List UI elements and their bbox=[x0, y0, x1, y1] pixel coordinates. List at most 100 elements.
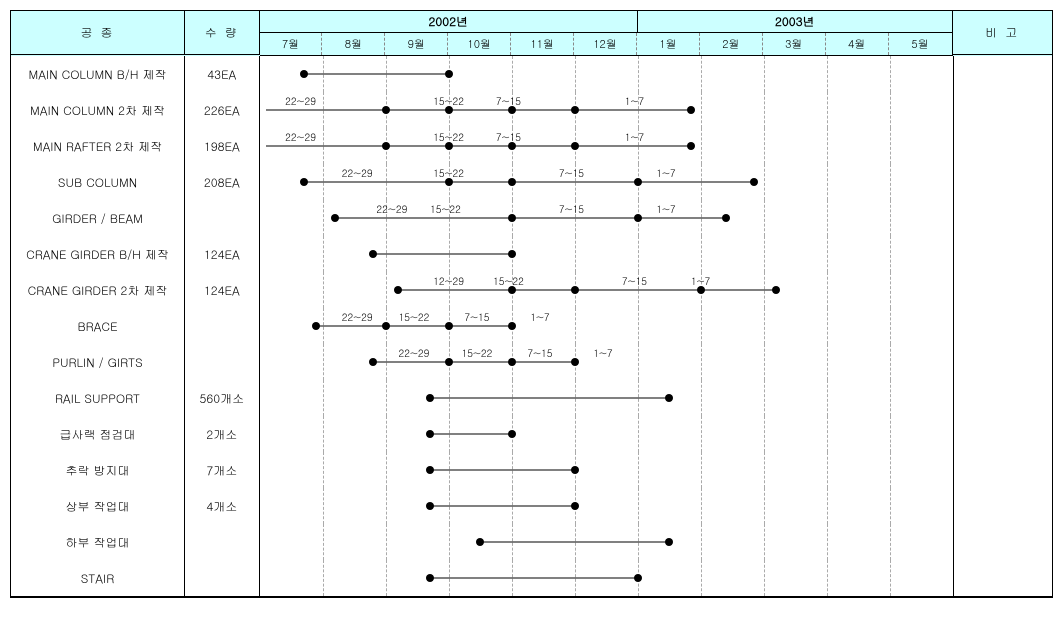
table-row: 추락 방지대7개소 bbox=[11, 452, 1052, 488]
milestone-dot bbox=[426, 466, 434, 474]
month-gridline bbox=[890, 560, 891, 596]
segment-label: 7~15 bbox=[559, 202, 584, 216]
table-header: 공 종 수 량 2002년 2003년 7월8월9월10월11월12월1월2월3… bbox=[11, 11, 1052, 56]
month-gridline bbox=[701, 380, 702, 416]
segment-label: 22~29 bbox=[285, 94, 316, 108]
month-gridline bbox=[638, 56, 639, 92]
remark-cell bbox=[953, 524, 1052, 560]
quantity-cell: 124EA bbox=[185, 272, 260, 308]
gantt-cell bbox=[260, 488, 953, 524]
month-gridline bbox=[764, 560, 765, 596]
segment-label: 1~7 bbox=[691, 274, 710, 288]
remark-cell bbox=[953, 56, 1052, 92]
month-gridline bbox=[890, 488, 891, 524]
month-gridline bbox=[764, 344, 765, 380]
task-name-cell: PURLIN / GIRTS bbox=[11, 344, 185, 380]
month-gridline bbox=[701, 56, 702, 92]
milestone-dot bbox=[445, 358, 453, 366]
remark-cell bbox=[953, 128, 1052, 164]
segment-label: 1~7 bbox=[625, 130, 644, 144]
segment-label: 1~7 bbox=[656, 202, 675, 216]
header-month-cell: 10월 bbox=[448, 33, 511, 55]
month-gridline bbox=[323, 560, 324, 596]
month-gridline bbox=[701, 524, 702, 560]
task-name-cell: 하부 작업대 bbox=[11, 524, 185, 560]
gantt-bar-line bbox=[316, 326, 511, 327]
milestone-dot bbox=[634, 574, 642, 582]
task-name-cell: CRANE GIRDER B/H 제작 bbox=[11, 236, 185, 272]
gantt-bar-line bbox=[430, 578, 638, 579]
header-month-cell: 2월 bbox=[700, 33, 763, 55]
milestone-dot bbox=[508, 214, 516, 222]
month-gridline bbox=[890, 164, 891, 200]
milestone-dot bbox=[508, 430, 516, 438]
gantt-cell: 22~2915~227~151~7 bbox=[260, 128, 953, 164]
month-gridline bbox=[827, 92, 828, 128]
milestone-dot bbox=[571, 106, 579, 114]
segment-label: 15~22 bbox=[493, 274, 524, 288]
quantity-cell: 43EA bbox=[185, 56, 260, 92]
month-gridline bbox=[827, 416, 828, 452]
milestone-dot bbox=[426, 502, 434, 510]
month-gridline bbox=[827, 488, 828, 524]
month-gridline bbox=[323, 488, 324, 524]
task-name-cell: BRACE bbox=[11, 308, 185, 344]
segment-label: 7~15 bbox=[559, 166, 584, 180]
table-row: BRACE22~2915~227~151~7 bbox=[11, 308, 1052, 344]
gantt-bar-line bbox=[266, 110, 691, 111]
milestone-dot bbox=[382, 142, 390, 150]
task-name-cell: MAIN COLUMN 2차 제작 bbox=[11, 92, 185, 128]
segment-label: 1~7 bbox=[530, 310, 549, 324]
milestone-dot bbox=[571, 286, 579, 294]
milestone-dot bbox=[426, 574, 434, 582]
table-row: MAIN COLUMN B/H 제작43EA bbox=[11, 56, 1052, 92]
header-month-cell: 5월 bbox=[889, 33, 952, 55]
month-gridline bbox=[764, 164, 765, 200]
month-gridline bbox=[386, 272, 387, 308]
month-gridline bbox=[827, 56, 828, 92]
milestone-dot bbox=[300, 70, 308, 78]
table-row: PURLIN / GIRTS22~2915~227~151~7 bbox=[11, 344, 1052, 380]
milestone-dot bbox=[571, 142, 579, 150]
header-year-2003: 2003년 bbox=[637, 11, 952, 33]
month-gridline bbox=[323, 272, 324, 308]
month-gridline bbox=[890, 236, 891, 272]
table-row: GIRDER / BEAM22~2915~227~151~7 bbox=[11, 200, 1052, 236]
remark-cell bbox=[953, 488, 1052, 524]
gantt-bar-line bbox=[335, 218, 726, 219]
header-month-cell: 7월 bbox=[260, 33, 323, 55]
month-gridline bbox=[638, 236, 639, 272]
milestone-dot bbox=[445, 322, 453, 330]
month-gridline bbox=[890, 380, 891, 416]
remark-cell bbox=[953, 344, 1052, 380]
table-body: MAIN COLUMN B/H 제작43EAMAIN COLUMN 2차 제작2… bbox=[11, 56, 1052, 596]
table-row: RAIL SUPPORT560개소 bbox=[11, 380, 1052, 416]
month-gridline bbox=[323, 452, 324, 488]
milestone-dot bbox=[750, 178, 758, 186]
month-gridline bbox=[764, 92, 765, 128]
table-bottom-border bbox=[11, 596, 1052, 597]
month-gridline bbox=[575, 236, 576, 272]
month-gridline bbox=[323, 236, 324, 272]
milestone-dot bbox=[665, 538, 673, 546]
table-row: SUB COLUMN208EA22~2915~227~151~7 bbox=[11, 164, 1052, 200]
quantity-cell: 226EA bbox=[185, 92, 260, 128]
quantity-cell bbox=[185, 524, 260, 560]
table-row: 상부 작업대4개소 bbox=[11, 488, 1052, 524]
month-gridline bbox=[890, 128, 891, 164]
gantt-cell bbox=[260, 416, 953, 452]
segment-label: 15~22 bbox=[433, 166, 464, 180]
month-gridline bbox=[764, 56, 765, 92]
month-gridline bbox=[638, 488, 639, 524]
gantt-cell bbox=[260, 380, 953, 416]
gantt-cell bbox=[260, 56, 953, 92]
table-row: 하부 작업대 bbox=[11, 524, 1052, 560]
month-gridline bbox=[386, 560, 387, 596]
table-row: CRANE GIRDER 2차 제작124EA12~2915~227~151~7 bbox=[11, 272, 1052, 308]
header-month-cell: 9월 bbox=[385, 33, 448, 55]
month-gridline bbox=[827, 236, 828, 272]
segment-label: 15~22 bbox=[433, 94, 464, 108]
month-gridline bbox=[827, 308, 828, 344]
month-gridline bbox=[449, 524, 450, 560]
segment-label: 15~22 bbox=[433, 130, 464, 144]
